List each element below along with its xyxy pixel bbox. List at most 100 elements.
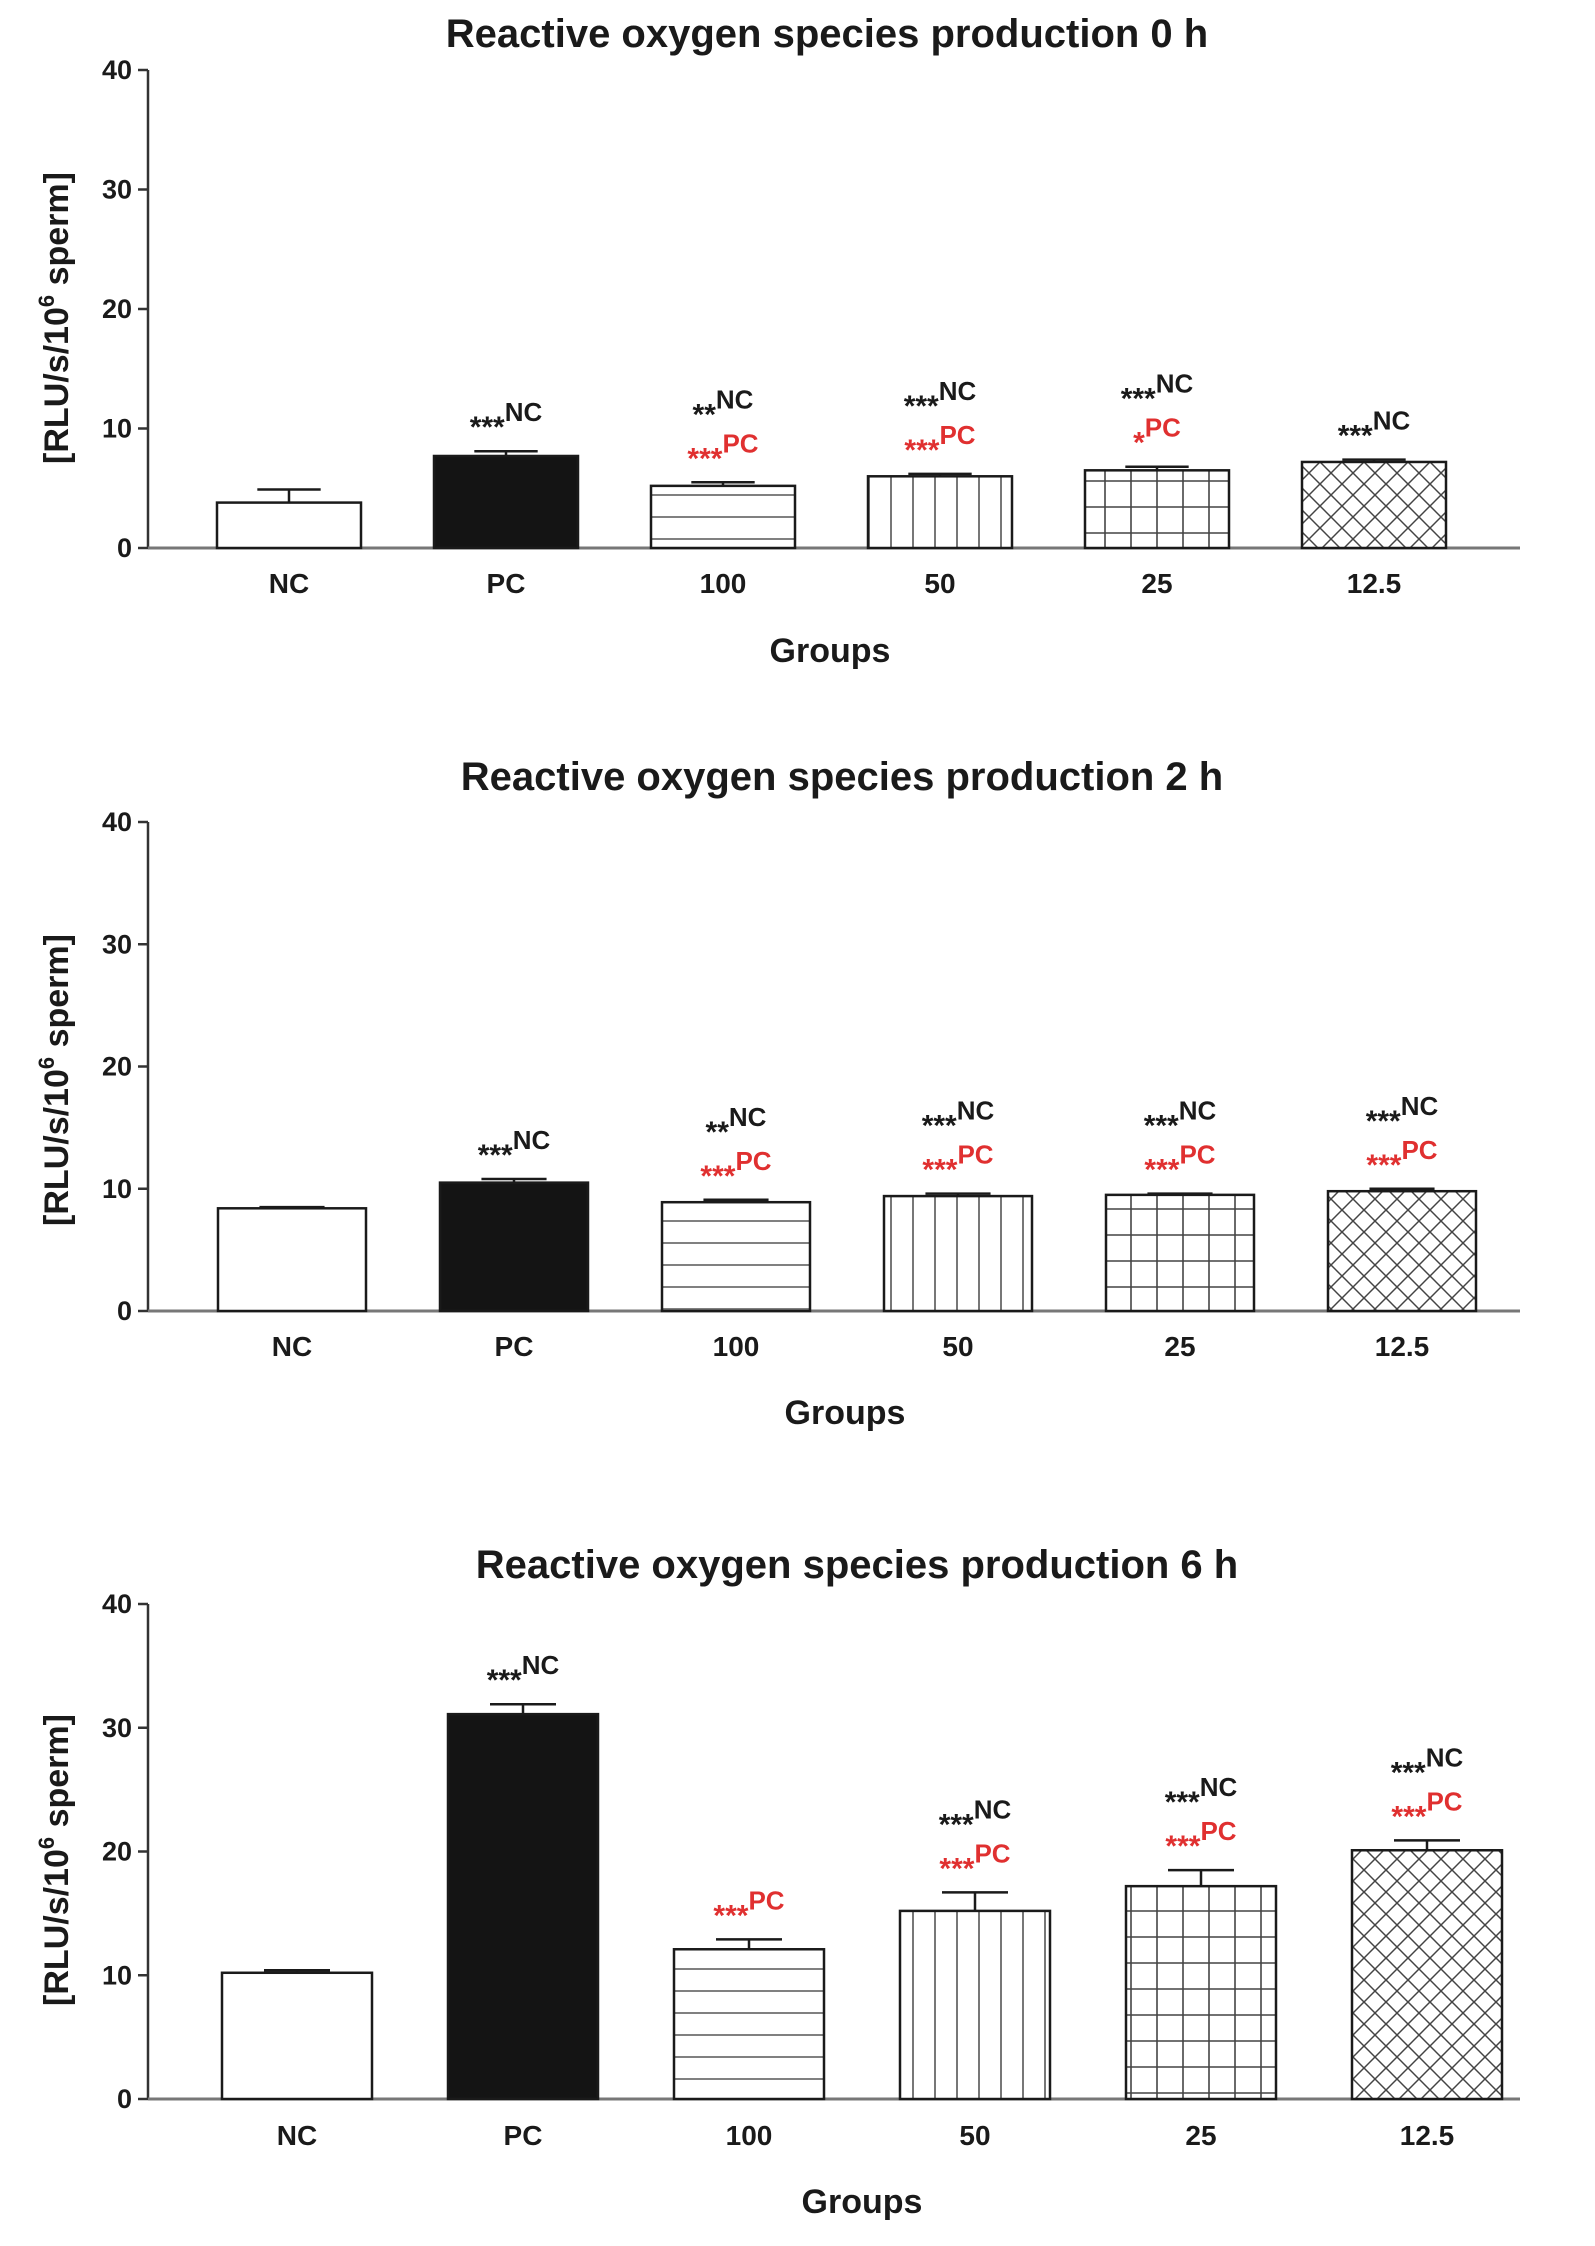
- bar-12.5: [1326, 1189, 1478, 1313]
- significance-stars: ***: [1366, 1149, 1401, 1182]
- bar-PC: [438, 1181, 590, 1313]
- x-tick-label: 50: [942, 1331, 973, 1362]
- significance-stars: ***: [713, 1899, 748, 1932]
- x-tick-label: NC: [269, 568, 309, 599]
- x-tick-label: 50: [959, 2120, 990, 2151]
- y-tick-label: 20: [102, 1837, 132, 1867]
- chart-panel-6h: Reactive oxygen species production 6 h G…: [34, 1543, 1520, 2221]
- significance-stars: ***: [922, 1110, 957, 1143]
- significance-stars: ***: [700, 1160, 735, 1193]
- significance-label: ***NC: [922, 1096, 995, 1143]
- significance-group: NC: [1426, 1742, 1464, 1772]
- x-tick-label: 25: [1164, 1331, 1195, 1362]
- y-tick-label: 10: [102, 1174, 132, 1204]
- x-tick-label: PC: [495, 1331, 534, 1362]
- y-axis-label-main: [RLU/s/10: [38, 1849, 76, 2006]
- x-tick-label: 100: [700, 568, 747, 599]
- significance-group: NC: [513, 1125, 551, 1155]
- significance-group: NC: [1373, 406, 1411, 436]
- significance-stars: ***: [470, 411, 505, 444]
- significance-label: **NC: [706, 1102, 767, 1149]
- significance-group: PC: [1200, 1816, 1236, 1846]
- x-tick-label: 12.5: [1347, 568, 1402, 599]
- significance-stars: ***: [1165, 1830, 1200, 1863]
- significance-stars: ***: [904, 390, 939, 423]
- bar-50: [866, 475, 1014, 550]
- bar-NC: [216, 1207, 368, 1313]
- significance-group: NC: [974, 1794, 1012, 1824]
- x-axis-label: Groups: [802, 2183, 923, 2221]
- x-tick-label: 12.5: [1375, 1331, 1430, 1362]
- significance-group: PC: [974, 1838, 1010, 1868]
- y-tick-label: 30: [102, 175, 132, 205]
- y-axis-label: [RLU/s/106 sperm]: [34, 1714, 76, 2006]
- y-tick-label: 0: [117, 1296, 132, 1326]
- significance-group: PC: [1426, 1786, 1462, 1816]
- significance-label: ***PC: [1144, 1140, 1215, 1187]
- significance-label: ***NC: [939, 1794, 1012, 1841]
- bar-100: [672, 1948, 826, 2101]
- y-tick-label: 0: [117, 533, 132, 563]
- bar-12.5: [1300, 460, 1448, 550]
- y-axis-label-tail: sperm]: [38, 1714, 76, 1837]
- significance-group: NC: [957, 1096, 995, 1126]
- significance-stars: ***: [478, 1139, 513, 1172]
- significance-label: ***NC: [904, 376, 977, 423]
- y-tick-label: 10: [102, 1960, 132, 1990]
- y-axis-label-tail: sperm]: [38, 934, 76, 1057]
- significance-group: NC: [939, 376, 977, 406]
- x-tick-label: 25: [1185, 2120, 1216, 2151]
- significance-stars: ***: [1366, 1105, 1401, 1138]
- significance-label: ***PC: [1391, 1786, 1462, 1833]
- bar-25: [1083, 469, 1231, 550]
- y-axis-label-main: [RLU/s/10: [38, 307, 76, 464]
- significance-label: ***PC: [939, 1838, 1010, 1885]
- significance-group: NC: [1156, 369, 1194, 399]
- significance-stars: **: [706, 1116, 730, 1149]
- chart-title: Reactive oxygen species production 6 h: [476, 1543, 1238, 1587]
- significance-group: PC: [957, 1140, 993, 1170]
- bar-25: [1104, 1193, 1256, 1313]
- y-tick-label: 10: [102, 414, 132, 444]
- significance-stars: ***: [1391, 1800, 1426, 1833]
- significance-stars: ***: [1165, 1786, 1200, 1819]
- significance-stars: ***: [1144, 1154, 1179, 1187]
- x-tick-label: 12.5: [1400, 2120, 1455, 2151]
- significance-stars: ***: [939, 1808, 974, 1841]
- significance-stars: ***: [1338, 420, 1373, 453]
- y-tick-label: 40: [102, 807, 132, 837]
- x-tick-label: 25: [1141, 568, 1172, 599]
- significance-group: PC: [939, 420, 975, 450]
- chart-title: Reactive oxygen species production 2 h: [461, 755, 1223, 799]
- bar-25: [1124, 1884, 1278, 2101]
- chart-panel-0h: Reactive oxygen species production 0 h G…: [34, 12, 1520, 670]
- x-tick-label: 100: [713, 1331, 760, 1362]
- bar-12.5: [1350, 1849, 1504, 2101]
- significance-stars: *: [1133, 427, 1145, 460]
- bar-PC: [446, 1712, 600, 2101]
- significance-group: NC: [729, 1102, 767, 1132]
- y-axis-label-sup: 6: [34, 295, 59, 307]
- significance-label: ***NC: [1338, 406, 1411, 453]
- y-tick-label: 30: [102, 1713, 132, 1743]
- significance-stars: ***: [487, 1664, 522, 1697]
- y-axis-label-main: [RLU/s/10: [38, 1069, 76, 1226]
- significance-label: ***PC: [713, 1885, 784, 1932]
- bar-50: [898, 1909, 1052, 2101]
- significance-stars: ***: [1121, 383, 1156, 416]
- bar-NC: [220, 1971, 374, 2101]
- significance-group: PC: [1145, 413, 1181, 443]
- y-axis-label-tail: sperm]: [38, 172, 76, 295]
- y-axis-label-sup: 6: [34, 1057, 59, 1069]
- y-axis-label: [RLU/s/106 sperm]: [34, 172, 76, 464]
- significance-stars: ***: [939, 1852, 974, 1885]
- significance-group: PC: [722, 428, 758, 458]
- significance-label: ***NC: [487, 1650, 560, 1697]
- bar-50: [882, 1194, 1034, 1313]
- significance-group: PC: [735, 1146, 771, 1176]
- x-tick-label: NC: [277, 2120, 317, 2151]
